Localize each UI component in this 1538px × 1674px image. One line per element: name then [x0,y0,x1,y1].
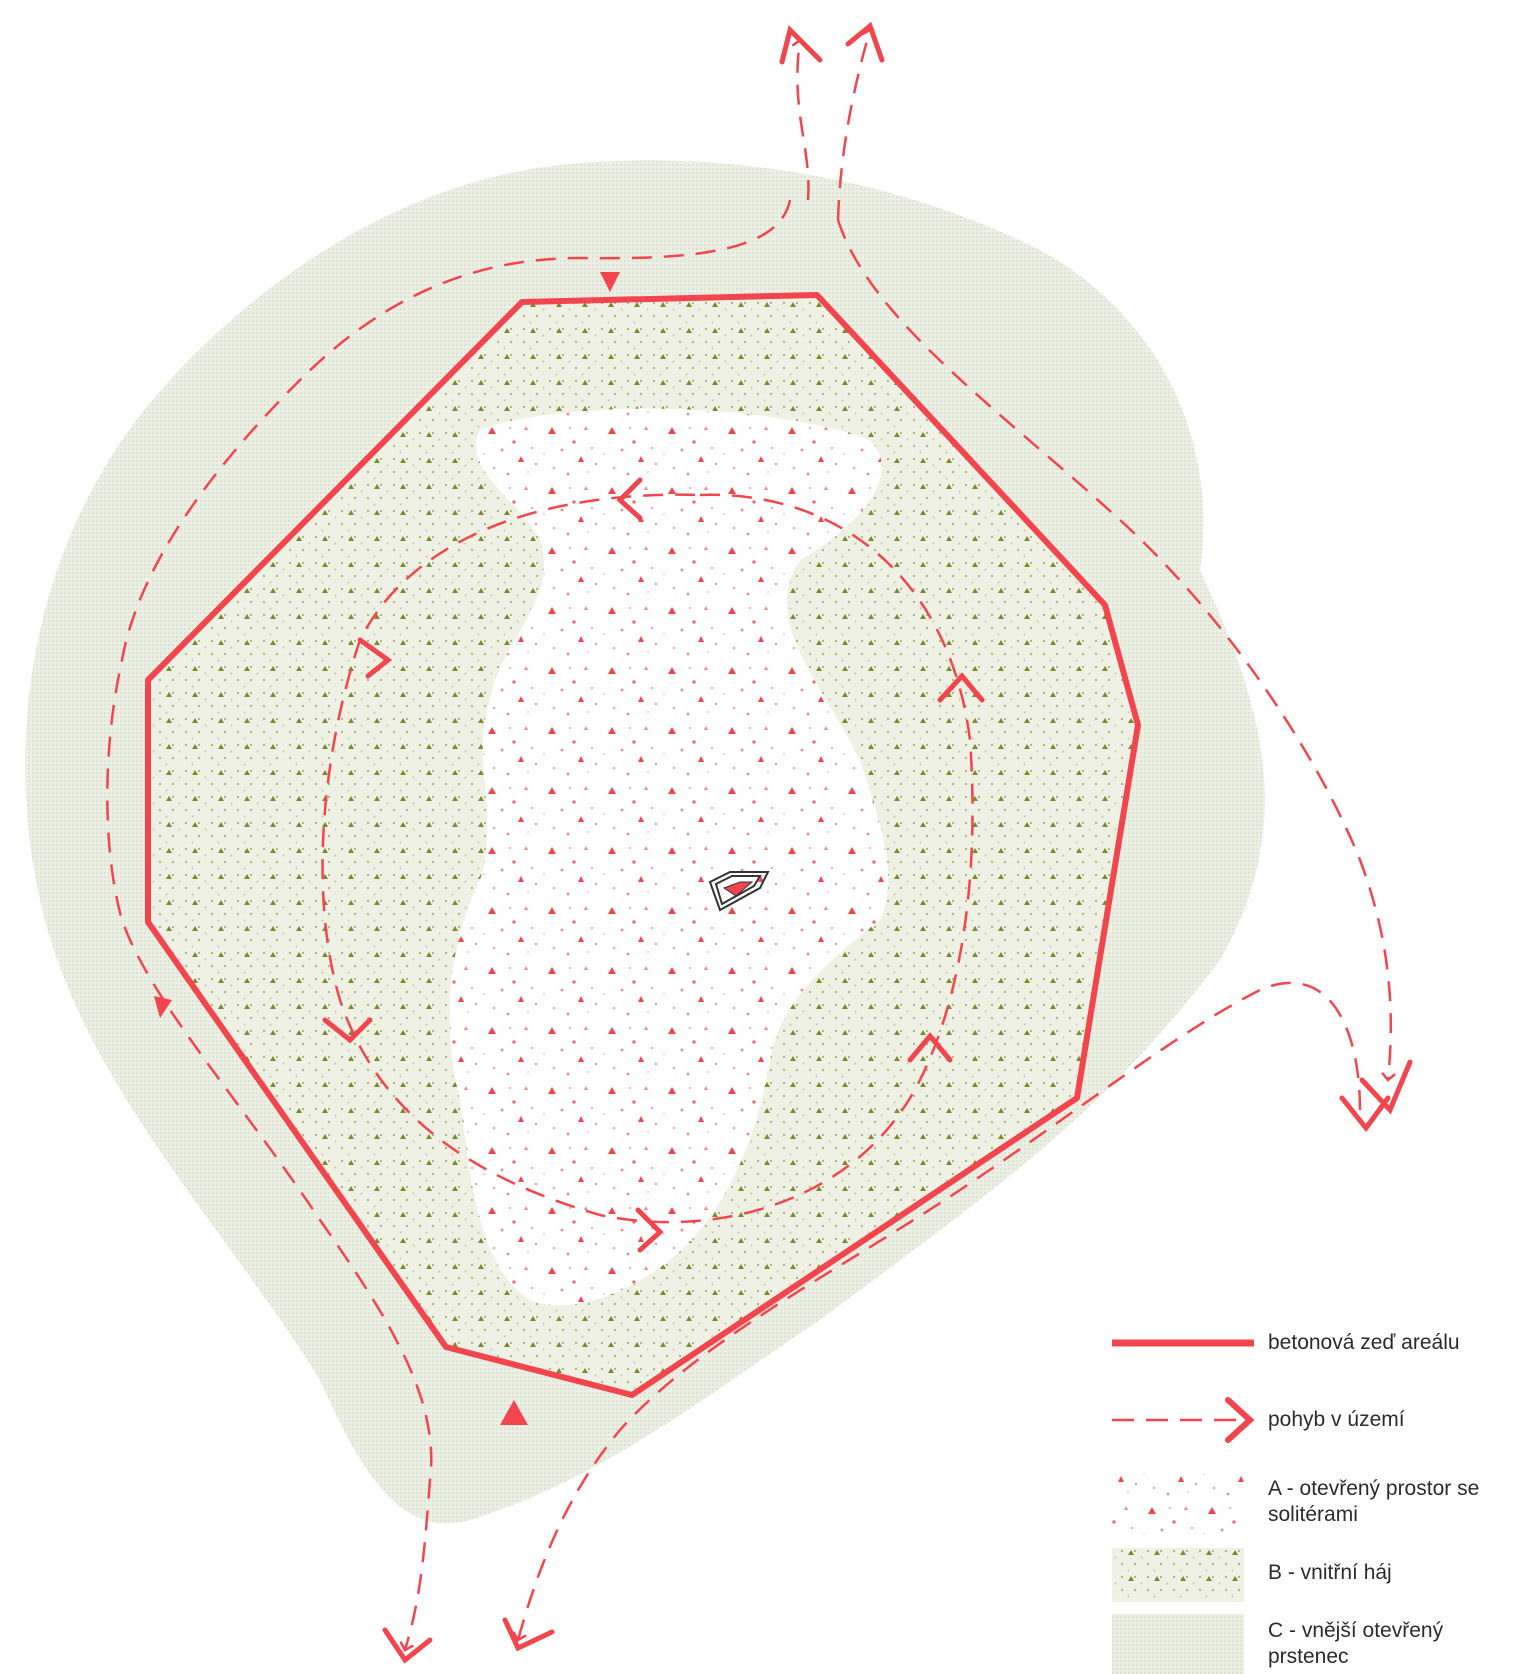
movement-path-right [836,219,1391,1080]
legend-zone-b-label: B - vnitřní háj [1268,1561,1392,1584]
movement-path-lower-right [518,981,1362,1640]
legend-zone-a-label: A - otevřený prostor se solitérami [1268,1477,1480,1526]
legend-zone-c-swatch [1112,1614,1244,1674]
direction-chevron [322,1017,373,1044]
legend-wall-label: betonová zeď areálu [1268,1331,1460,1354]
legend-movement-chevron [1225,1397,1255,1443]
exit-chevron [845,21,885,63]
entry-triangle [600,272,620,292]
legend-zone-b-swatch [1112,1548,1244,1602]
direction-chevron [907,1032,953,1063]
direction-chevron [616,477,643,521]
concrete-wall [145,292,1141,1398]
movement-path-top-right [836,30,870,221]
entry-triangle [500,1400,528,1425]
legend-movement-label: pohyb v území [1268,1408,1405,1431]
exit-chevron [502,1617,555,1652]
exit-chevron [779,25,823,65]
direction-chevron [635,1207,664,1253]
zone-a-open-space [449,408,889,1306]
movement-path-outer-loop [106,199,792,1650]
exit-chevron [382,1627,433,1664]
exit-chevron [1339,1095,1391,1133]
entry-triangle [154,996,172,1018]
exit-chevron [1359,1059,1413,1115]
central-building [708,871,770,912]
legend-zone-a-swatch [1112,1474,1244,1534]
movement-path-top-left [797,40,810,201]
legend-zone-c-label: C - vnější otevřený prstenec [1268,1619,1444,1668]
direction-chevron [937,672,985,703]
direction-chevron [357,637,393,679]
